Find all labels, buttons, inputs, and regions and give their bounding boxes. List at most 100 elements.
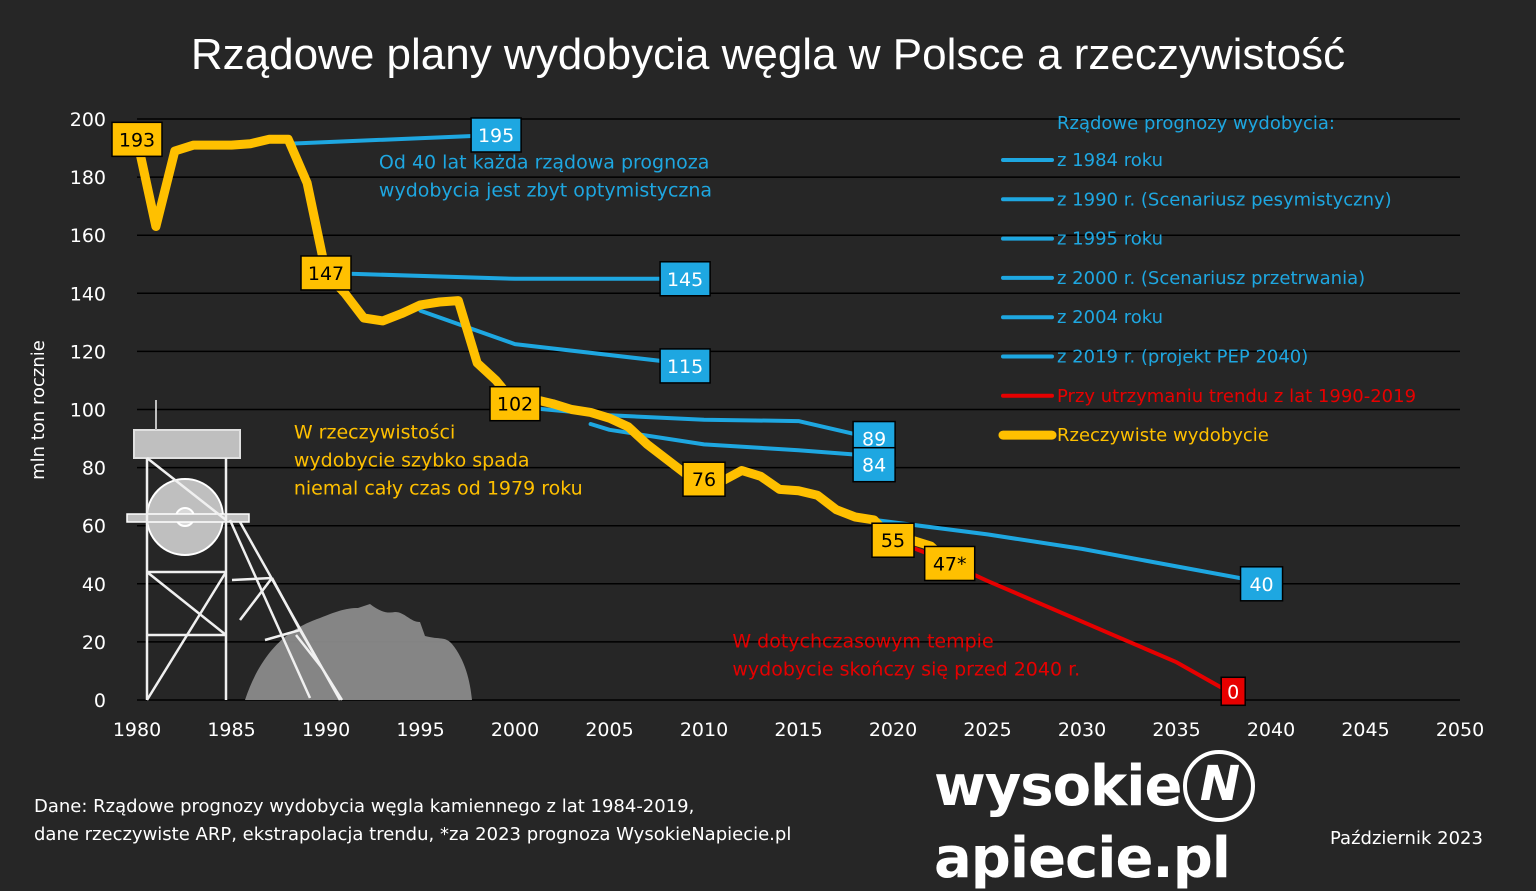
headframe-strut bbox=[264, 628, 301, 642]
data-label: 40 bbox=[1249, 574, 1273, 596]
y-tick-label: 0 bbox=[94, 690, 106, 712]
data-label: 89 bbox=[862, 429, 886, 451]
series-line bbox=[132, 134, 955, 568]
annotation-text: Od 40 lat każda rządowa prognoza bbox=[379, 151, 709, 173]
data-label: 0 bbox=[1227, 681, 1239, 703]
legend-label: z 1984 roku bbox=[1057, 150, 1163, 171]
y-tick-label: 80 bbox=[82, 458, 106, 480]
data-label-box bbox=[659, 348, 711, 384]
annotation-text: W dotychczasowym tempie bbox=[732, 631, 993, 653]
data-label-box bbox=[489, 385, 541, 422]
y-tick-label: 120 bbox=[70, 341, 106, 363]
series-line bbox=[286, 133, 499, 146]
series-line bbox=[872, 517, 1273, 586]
headframe-strut bbox=[270, 577, 302, 631]
chart-legend: Rządowe prognozy wydobycia: z 1984 roku z … bbox=[998, 113, 1416, 446]
grid-lines bbox=[137, 118, 1460, 701]
y-axis-label: mln ton rocznie bbox=[28, 340, 49, 480]
annotation-text: wydobycie szybko spada bbox=[294, 450, 530, 472]
y-tick-label: 60 bbox=[82, 516, 106, 538]
annotation-text: niemal cały czas od 1979 roku bbox=[294, 478, 583, 500]
x-tick-label: 1980 bbox=[113, 719, 161, 741]
data-label-box bbox=[1239, 566, 1284, 602]
headframe-strut bbox=[146, 457, 227, 521]
series-line bbox=[588, 422, 877, 458]
data-label-box bbox=[682, 461, 726, 497]
headframe-strut bbox=[320, 667, 344, 701]
series-line bbox=[418, 308, 706, 368]
y-tick-label: 180 bbox=[70, 167, 106, 189]
platform bbox=[126, 513, 250, 523]
logo-text-left: wysokie bbox=[934, 754, 1182, 820]
data-label: 147 bbox=[308, 263, 344, 285]
logo-text-right: apiecie.pl bbox=[934, 826, 1231, 891]
coal-heap bbox=[245, 604, 472, 700]
series-line bbox=[324, 271, 688, 281]
x-tick-label: 2000 bbox=[491, 719, 539, 741]
x-tick-label: 1985 bbox=[207, 719, 255, 741]
publication-date: Październik 2023 bbox=[1330, 828, 1483, 849]
data-label: 47* bbox=[933, 553, 967, 575]
data-label-box bbox=[659, 261, 711, 297]
x-tick-label: 2015 bbox=[774, 719, 822, 741]
data-label: 76 bbox=[692, 469, 716, 491]
x-tick-label: 2045 bbox=[1341, 719, 1389, 741]
y-tick-label: 200 bbox=[70, 109, 106, 131]
chart-series bbox=[132, 133, 1273, 697]
headframe-strut bbox=[295, 634, 323, 669]
data-label: 193 bbox=[119, 129, 155, 151]
x-tick-label: 2010 bbox=[680, 719, 728, 741]
data-label: 195 bbox=[478, 125, 514, 147]
data-label: 84 bbox=[862, 455, 886, 477]
x-tick-label: 2035 bbox=[1152, 719, 1200, 741]
data-label-box bbox=[111, 121, 163, 158]
legend-label: Przy utrzymaniu trendu z lat 1990-2019 bbox=[1057, 386, 1416, 407]
legend-label: z 1995 roku bbox=[1057, 229, 1163, 250]
headframe-strut bbox=[146, 571, 227, 636]
logo-lightning-icon: N bbox=[1183, 750, 1256, 822]
logo: wysokie Napiecie.pl bbox=[934, 750, 1536, 891]
source-line-2: dane rzeczywiste ARP, ekstrapolacja tren… bbox=[34, 824, 792, 845]
data-label: 145 bbox=[667, 269, 703, 291]
x-tick-label: 2025 bbox=[963, 719, 1011, 741]
data-label-box bbox=[470, 117, 522, 153]
x-tick-label: 2020 bbox=[869, 719, 917, 741]
data-label: 115 bbox=[667, 356, 703, 378]
legend-label: z 2019 r. (projekt PEP 2040) bbox=[1057, 347, 1308, 368]
y-tick-label: 100 bbox=[70, 400, 106, 422]
y-tick-label: 40 bbox=[82, 574, 106, 596]
chart-annotations: Od 40 lat każda rządowa prognoza wydobyci… bbox=[294, 151, 1080, 680]
annotation-text: wydobycie skończy się przed 2040 r. bbox=[732, 659, 1080, 681]
x-tick-label: 2030 bbox=[1058, 719, 1106, 741]
data-label-box bbox=[1220, 676, 1246, 707]
headframe-strut bbox=[231, 576, 273, 582]
data-label: 55 bbox=[881, 530, 905, 552]
page-title: Rządowe plany wydobycia węgla w Polsce a… bbox=[190, 30, 1346, 79]
x-tick-label: 2050 bbox=[1436, 719, 1484, 741]
source-note: Dane: Rządowe prognozy wydobycia węgla k… bbox=[34, 793, 791, 849]
y-tick-label: 140 bbox=[70, 283, 106, 305]
legend-label: z 1990 r. (Scenariusz pesymistyczny) bbox=[1057, 189, 1392, 210]
data-label-box bbox=[871, 522, 915, 558]
x-tick-label: 2005 bbox=[585, 719, 633, 741]
y-tick-label: 160 bbox=[70, 225, 106, 247]
legend-label: z 2004 roku bbox=[1057, 307, 1163, 328]
data-label-box bbox=[300, 255, 352, 291]
headframe-strut bbox=[145, 571, 228, 701]
annotation-text: W rzeczywistości bbox=[294, 422, 455, 444]
annotation-text: wydobycia jest zbyt optymistyczna bbox=[379, 179, 712, 201]
legend-label: z 2000 r. (Scenariusz przetrwania) bbox=[1057, 268, 1365, 289]
data-label-box bbox=[923, 545, 976, 582]
source-line-1: Dane: Rządowe prognozy wydobycia węgla k… bbox=[34, 796, 695, 817]
y-tick-label: 20 bbox=[82, 632, 106, 654]
headframe-strut bbox=[239, 577, 273, 621]
x-tick-label: 1990 bbox=[302, 719, 350, 741]
legend-title: Rządowe prognozy wydobycia: bbox=[1057, 113, 1335, 134]
chart-point-labels: 193 195 147 145 115 102 89 84 76 55 47* 40 0 bbox=[111, 117, 1284, 707]
headframe-strut bbox=[228, 519, 312, 699]
data-label-box bbox=[852, 446, 896, 483]
x-tick-label: 2040 bbox=[1247, 719, 1295, 741]
mine-shaft-illustration bbox=[126, 400, 472, 701]
